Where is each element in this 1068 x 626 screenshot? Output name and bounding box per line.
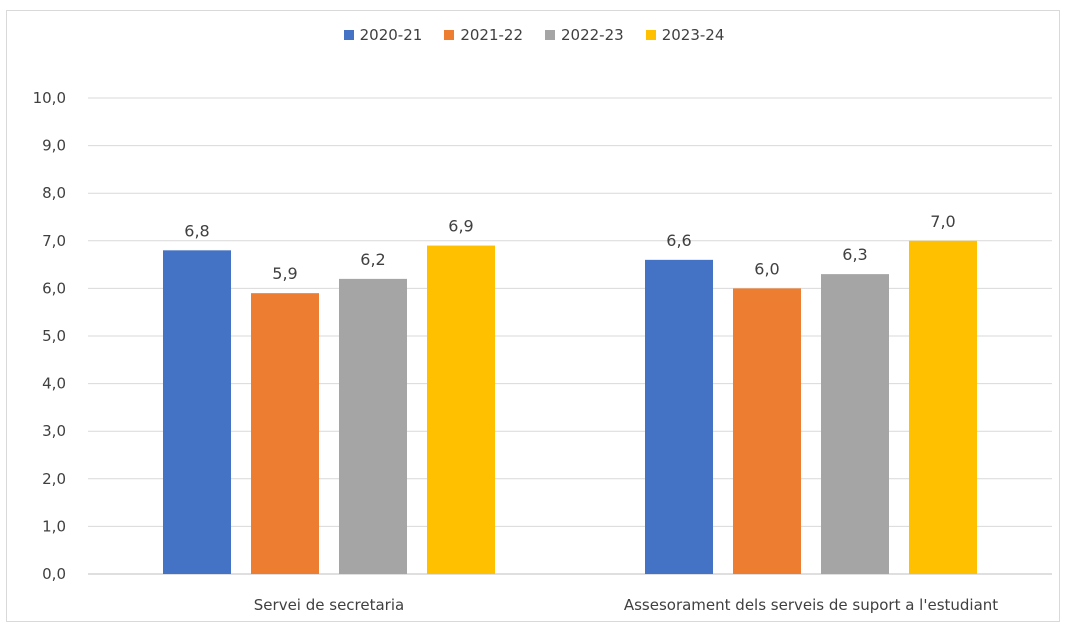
legend-item: 2021-22 (444, 26, 523, 44)
legend: 2020-21 2021-22 2022-23 2023-24 (0, 26, 1068, 44)
y-tick-label: 4,0 (42, 375, 66, 393)
legend-item: 2023-24 (645, 26, 725, 44)
bar (821, 274, 889, 574)
data-label: 7,0 (930, 212, 955, 231)
data-label: 6,8 (184, 221, 209, 240)
bar (427, 245, 495, 574)
y-tick-label: 1,0 (42, 517, 66, 535)
data-label: 6,2 (360, 250, 385, 269)
data-label: 6,6 (666, 231, 691, 250)
legend-swatch (343, 30, 354, 40)
y-tick-label: 2,0 (42, 470, 66, 488)
legend-label: 2023-24 (661, 26, 725, 44)
y-tick-label: 9,0 (42, 137, 66, 155)
x-category-label: Servei de secretaria (254, 596, 404, 614)
y-tick-label: 0,0 (42, 565, 66, 583)
bar (909, 240, 977, 575)
bar (163, 250, 231, 574)
data-label: 5,9 (272, 264, 297, 283)
y-tick-label: 5,0 (42, 327, 66, 345)
y-tick-label: 3,0 (42, 422, 66, 440)
data-label: 6,9 (448, 217, 473, 236)
data-label: 6,3 (842, 245, 867, 264)
legend-label: 2022-23 (561, 26, 624, 44)
legend-swatch (645, 30, 656, 40)
bar (251, 293, 319, 574)
legend-label: 2020-21 (359, 26, 423, 44)
legend-label: 2021-22 (460, 26, 523, 44)
legend-swatch (444, 30, 455, 40)
x-category-label: Assesorament dels serveis de suport a l'… (624, 596, 998, 614)
y-tick-label: 7,0 (42, 232, 66, 250)
legend-item: 2020-21 (343, 26, 423, 44)
y-tick-label: 10,0 (33, 89, 66, 107)
y-tick-label: 6,0 (42, 279, 66, 297)
bar (339, 278, 407, 574)
bar (733, 288, 801, 574)
legend-swatch (545, 30, 555, 40)
data-label: 6,0 (754, 259, 779, 278)
y-tick-label: 8,0 (42, 184, 66, 202)
legend-item: 2022-23 (545, 26, 624, 44)
bar (645, 259, 713, 574)
